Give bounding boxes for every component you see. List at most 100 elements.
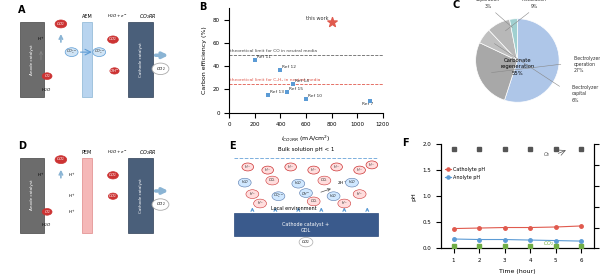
Text: Ref 12: Ref 12 — [283, 65, 296, 69]
Text: $CO_2$: $CO_2$ — [56, 20, 65, 28]
Text: $H^+$: $H^+$ — [368, 161, 376, 169]
Circle shape — [272, 192, 285, 201]
Text: $O_2$: $O_2$ — [44, 208, 50, 216]
Text: $H_2O$: $H_2O$ — [41, 222, 50, 229]
Text: $H^+$: $H^+$ — [341, 200, 348, 207]
Circle shape — [354, 166, 365, 174]
Text: Local environment: Local environment — [271, 206, 317, 211]
Circle shape — [110, 68, 119, 74]
Circle shape — [42, 73, 52, 79]
Text: $O_2$: $O_2$ — [543, 150, 551, 159]
Point — [365, 99, 374, 103]
Point — [289, 81, 298, 86]
Circle shape — [308, 166, 319, 174]
Catholyte pH — [552, 225, 559, 229]
Point — [301, 97, 311, 101]
Text: $H^+$: $H^+$ — [333, 163, 340, 171]
Circle shape — [152, 63, 169, 75]
Text: $OH^-$: $OH^-$ — [301, 190, 311, 197]
Text: Ref 10: Ref 10 — [308, 94, 322, 98]
Text: Ref 13: Ref 13 — [269, 90, 284, 94]
Circle shape — [331, 163, 343, 171]
Catholyte pH — [578, 224, 585, 228]
FancyBboxPatch shape — [82, 158, 92, 233]
Text: $CO_2$: $CO_2$ — [109, 192, 118, 200]
Text: $CO_3^{2-}$: $CO_3^{2-}$ — [273, 192, 284, 200]
Text: Bulk solution pH < 1: Bulk solution pH < 1 — [278, 147, 334, 152]
Text: $H_2O$: $H_2O$ — [241, 179, 249, 186]
Circle shape — [55, 156, 67, 164]
Circle shape — [254, 199, 266, 208]
Line: Anolyte pH: Anolyte pH — [452, 237, 583, 243]
Circle shape — [262, 166, 274, 174]
Anolyte pH — [450, 237, 457, 241]
Point — [327, 20, 337, 24]
Text: Electrolyzer
operation
27%: Electrolyzer operation 27% — [574, 56, 600, 73]
Text: Anode catalyst: Anode catalyst — [30, 180, 34, 211]
Text: F: F — [403, 138, 409, 148]
Text: $H^+$: $H^+$ — [249, 190, 256, 198]
Circle shape — [299, 189, 313, 197]
Anolyte pH — [476, 238, 483, 241]
Text: $H^+$: $H^+$ — [37, 36, 45, 44]
Text: Electrolyzer
capital
6%: Electrolyzer capital 6% — [572, 85, 599, 103]
Point — [250, 58, 260, 63]
Circle shape — [285, 163, 296, 171]
Y-axis label: Carbon efficiency (%): Carbon efficiency (%) — [202, 26, 207, 94]
FancyBboxPatch shape — [20, 158, 44, 233]
Text: $H_2O + e^-$: $H_2O + e^-$ — [107, 13, 128, 20]
Catholyte pH — [476, 226, 483, 230]
Text: Ref 7: Ref 7 — [362, 102, 373, 106]
Text: $H_2O + e^-$: $H_2O + e^-$ — [107, 148, 128, 156]
Text: $CO_2$: $CO_2$ — [56, 156, 65, 163]
Text: $CO_3^{2-}$: $CO_3^{2-}$ — [94, 48, 105, 57]
Catholyte pH — [527, 226, 534, 229]
Circle shape — [366, 161, 377, 169]
Text: $H^+$: $H^+$ — [68, 171, 76, 179]
Text: $H^+$: $H^+$ — [310, 166, 317, 174]
Text: $CO_2$: $CO_2$ — [155, 65, 166, 73]
Circle shape — [338, 199, 351, 208]
Text: $H^+$: $H^+$ — [257, 200, 263, 207]
Text: $CO_2$: $CO_2$ — [109, 171, 118, 179]
Circle shape — [109, 193, 118, 199]
Circle shape — [107, 36, 118, 43]
Text: $H_2O$: $H_2O$ — [348, 179, 356, 186]
Circle shape — [238, 178, 251, 187]
Circle shape — [307, 197, 320, 206]
FancyBboxPatch shape — [82, 22, 92, 97]
Point — [275, 68, 285, 72]
Circle shape — [55, 20, 67, 28]
Wedge shape — [479, 30, 517, 60]
Text: $CO_3^{2-}$: $CO_3^{2-}$ — [66, 48, 77, 57]
Text: $H^+$: $H^+$ — [356, 166, 363, 174]
Circle shape — [107, 172, 118, 179]
Text: $CO_2$: $CO_2$ — [109, 36, 118, 43]
Text: $H^+$: $H^+$ — [37, 171, 45, 179]
FancyBboxPatch shape — [20, 22, 44, 97]
Wedge shape — [505, 19, 559, 102]
Text: $CO_2RR$: $CO_2RR$ — [139, 12, 157, 21]
Text: theoretical limit for CO in neutral media: theoretical limit for CO in neutral medi… — [230, 49, 317, 53]
Text: $CO_2$: $CO_2$ — [301, 238, 311, 246]
Circle shape — [93, 48, 106, 57]
FancyBboxPatch shape — [234, 213, 378, 236]
Circle shape — [42, 209, 52, 215]
Text: Ref 15: Ref 15 — [289, 87, 303, 91]
Circle shape — [266, 176, 279, 185]
Catholyte pH — [501, 226, 508, 229]
X-axis label: Time (hour): Time (hour) — [499, 269, 536, 274]
Text: Cathode catalyst: Cathode catalyst — [139, 178, 143, 213]
Circle shape — [65, 48, 78, 57]
Circle shape — [327, 192, 340, 201]
Text: $H^+$: $H^+$ — [68, 208, 76, 216]
Line: Catholyte pH: Catholyte pH — [452, 224, 583, 230]
Text: $CO_2RR$: $CO_2RR$ — [139, 148, 157, 157]
Text: $OH^-$: $OH^-$ — [109, 67, 120, 75]
Circle shape — [246, 190, 259, 198]
Legend: Catholyte pH, Anolyte pH: Catholyte pH, Anolyte pH — [443, 165, 487, 182]
Anolyte pH — [501, 238, 508, 241]
Text: theoretical limit for C₂H₄ in neutral media: theoretical limit for C₂H₄ in neutral me… — [230, 78, 321, 82]
Text: $H^+$: $H^+$ — [287, 163, 294, 171]
Text: $2H^+$: $2H^+$ — [337, 179, 347, 187]
